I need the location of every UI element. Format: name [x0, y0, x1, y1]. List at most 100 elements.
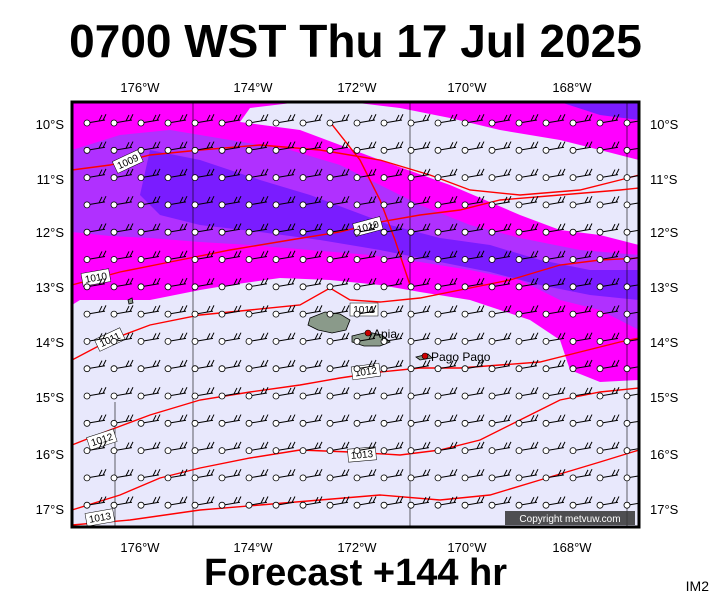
wind-barb-icon [569, 250, 593, 263]
wind-barb-icon [245, 168, 269, 182]
circle-icon [569, 228, 577, 236]
wind-barb-icon [110, 277, 134, 291]
circle-icon [596, 419, 604, 427]
circle-icon [623, 228, 631, 236]
wind-barb-icon [515, 414, 539, 427]
wind-barb-icon [245, 496, 269, 509]
circle-icon [515, 447, 523, 455]
wind-barb-icon [407, 468, 431, 482]
wind-barb-icon [434, 168, 458, 182]
wind-barb-icon [137, 441, 161, 455]
circle-icon [542, 365, 550, 373]
wind-barb-icon [326, 277, 350, 291]
wind-barb-icon [218, 277, 242, 291]
circle-icon [488, 337, 496, 345]
circle-icon [191, 501, 199, 509]
wind-barb-icon [515, 468, 539, 482]
lat-label: 15°S [36, 390, 65, 405]
circle-icon [407, 228, 415, 236]
wind-barb-icon [434, 468, 458, 482]
circle-icon [164, 119, 172, 127]
wind-barb-icon [110, 250, 134, 263]
wind-barb-icon [596, 114, 620, 127]
circle-icon [542, 474, 550, 482]
circle-icon [515, 337, 523, 345]
wind-barb-icon [623, 256, 639, 263]
lon-label: 174°W [233, 80, 273, 95]
wind-barb-icon [353, 387, 377, 400]
wind-barb-icon [353, 332, 377, 345]
wind-barb-icon [488, 114, 512, 127]
circle-icon [488, 146, 496, 154]
circle-icon [272, 119, 280, 127]
circle-icon [137, 447, 145, 455]
wind-barb-icon [164, 141, 188, 154]
circle-icon [245, 474, 253, 482]
wind-barb-icon [515, 496, 539, 509]
circle-icon [353, 174, 361, 182]
circle-icon [326, 337, 334, 345]
circle-icon [245, 337, 253, 345]
circle-icon [83, 283, 91, 291]
lat-label: 10°S [650, 117, 679, 132]
wind-barb-icon [380, 305, 404, 318]
wind-barb-icon [326, 332, 350, 345]
circle-icon [326, 201, 334, 209]
circle-icon [353, 447, 361, 455]
wind-barb-icon [299, 414, 323, 427]
circle-icon [434, 256, 442, 263]
circle-icon [434, 501, 442, 509]
circle-icon [137, 365, 145, 373]
wind-barb-icon [542, 114, 566, 127]
wind-barb-icon [488, 305, 512, 318]
circle-icon [569, 119, 577, 127]
lon-label: 172°W [337, 540, 377, 555]
circle-icon [326, 146, 334, 154]
circle-icon [326, 119, 334, 127]
wind-barb-icon [461, 414, 485, 427]
circle-icon [218, 146, 226, 154]
wind-barb-icon [407, 250, 431, 263]
circle-icon [569, 501, 577, 509]
lat-label: 12°S [36, 225, 65, 240]
circle-icon [542, 228, 550, 236]
circle-icon [488, 174, 496, 182]
circle-icon [623, 310, 631, 318]
circle-icon [245, 419, 253, 427]
circle-icon [569, 310, 577, 318]
circle-icon [488, 365, 496, 373]
wind-barb-icon [542, 441, 566, 455]
map-title: 0700 WST Thu 17 Jul 2025 [69, 15, 642, 67]
circle-icon [461, 337, 469, 345]
circle-icon [353, 283, 361, 291]
circle-icon [164, 447, 172, 455]
wind-barb-icon [542, 223, 566, 236]
circle-icon [110, 119, 118, 127]
circle-icon [596, 365, 604, 373]
circle-icon [515, 201, 523, 209]
circle-icon [218, 174, 226, 182]
wind-barb-icon [272, 277, 296, 291]
wind-barb-icon [515, 277, 539, 291]
wind-barb-icon [218, 468, 242, 482]
longitude-axis-top: 176°W 174°W 172°W 170°W 168°W [120, 80, 592, 95]
circle-icon [488, 419, 496, 427]
wind-barb-icon [488, 441, 512, 455]
circle-icon [515, 283, 523, 291]
circle-icon [623, 365, 631, 373]
wind-barb-icon [137, 223, 161, 236]
circle-icon [569, 419, 577, 427]
wind-barb-icon [542, 359, 566, 373]
circle-icon [245, 174, 253, 182]
circle-icon [191, 228, 199, 236]
circle-icon [137, 146, 145, 154]
wind-barb-icon [596, 441, 620, 455]
wind-barb-icon [407, 359, 431, 373]
wind-barb-icon [164, 387, 188, 400]
circle-icon [596, 501, 604, 509]
circle-icon [83, 337, 91, 345]
circle-icon [380, 146, 388, 154]
circle-icon [299, 228, 307, 236]
circle-icon [218, 501, 226, 509]
wind-barb-icon [218, 223, 242, 236]
